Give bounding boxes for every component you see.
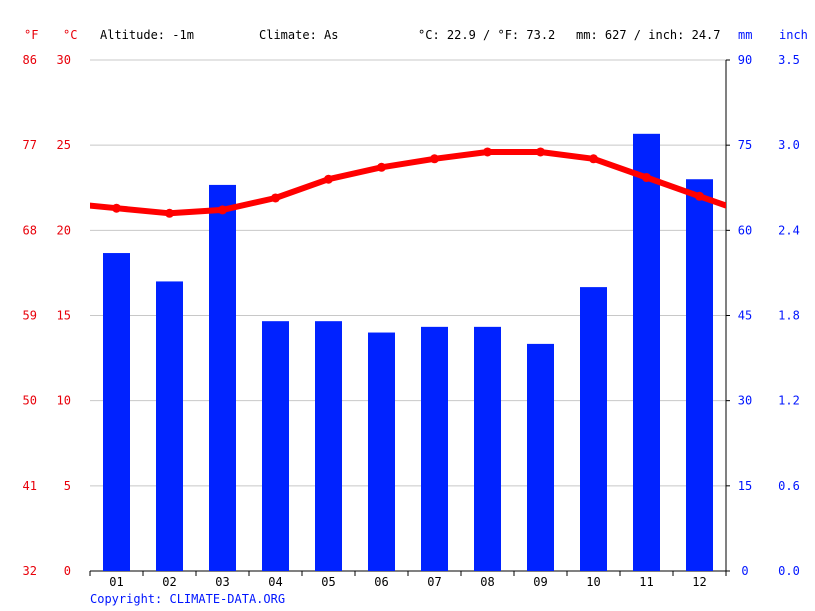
y-right-tick-label: 90 (738, 53, 752, 67)
x-tick-label: 07 (427, 575, 441, 589)
y-right-tick-label: 30 (738, 394, 752, 408)
temperature-summary: °C: 22.9 / °F: 73.2 (418, 28, 556, 42)
y-right-tick-label: 60 (738, 223, 752, 237)
inch-unit-label: inch (779, 28, 808, 42)
y-right-inch-tick-label: 0.6 (778, 479, 800, 493)
x-tick-label: 05 (321, 575, 335, 589)
temperature-point (430, 154, 439, 164)
precipitation-bar (686, 179, 713, 571)
y-right-tick-label: 75 (738, 138, 752, 152)
y-left-tick-label: 15 (57, 309, 71, 323)
y-left-f-tick-label: 59 (23, 309, 37, 323)
x-tick-label: 06 (374, 575, 388, 589)
y-left-f-tick-label: 32 (23, 564, 37, 578)
y-right-tick-label: 15 (738, 479, 752, 493)
precipitation-bar (474, 326, 501, 571)
precipitation-bar (421, 326, 448, 571)
climate-label: Climate: As (259, 28, 339, 42)
x-tick-label: 09 (533, 575, 547, 589)
y-left-f-tick-label: 77 (23, 138, 37, 152)
precipitation-bar (103, 253, 130, 572)
y-left-f-tick-label: 41 (23, 479, 37, 493)
x-tick-label: 01 (109, 575, 123, 589)
y-right-tick-label: 0 (741, 564, 748, 578)
precipitation-bar (209, 184, 236, 571)
y-right-inch-tick-label: 1.8 (778, 309, 800, 323)
temperature-line (90, 149, 726, 217)
x-tick-label: 11 (639, 575, 653, 589)
y-right-tick-label: 45 (738, 309, 752, 323)
precipitation-summary: mm: 627 / inch: 24.7 (576, 28, 721, 42)
precipitation-bar (156, 281, 183, 571)
temperature-point (483, 147, 492, 157)
precipitation-bar (368, 332, 395, 571)
temperature-point (165, 208, 174, 218)
temperature-point (324, 174, 333, 184)
y-right-inch-tick-label: 3.0 (778, 138, 800, 152)
y-right-inch-tick-label: 2.4 (778, 223, 800, 237)
precipitation-bar (262, 321, 289, 571)
x-tick-label: 10 (586, 575, 600, 589)
y-left-tick-label: 10 (57, 394, 71, 408)
x-tick-label: 08 (480, 575, 494, 589)
temperature-point (589, 154, 598, 164)
precipitation-bar (527, 343, 554, 571)
y-left-f-tick-label: 50 (23, 394, 37, 408)
x-tick-label: 12 (692, 575, 706, 589)
celsius-unit-label: °C (63, 28, 78, 42)
temperature-point (112, 203, 121, 213)
x-tick-label: 04 (268, 575, 282, 589)
altitude-label: Altitude: -1m (100, 28, 194, 42)
x-tick-label: 02 (162, 575, 176, 589)
precipitation-bar (315, 321, 342, 571)
y-left-tick-label: 5 (64, 479, 71, 493)
y-left-tick-label: 30 (57, 53, 71, 67)
temperature-point (695, 191, 704, 201)
y-left-f-tick-label: 68 (23, 223, 37, 237)
fahrenheit-unit-label: °F (24, 28, 39, 42)
y-left-tick-label: 0 (64, 564, 71, 578)
y-left-f-tick-label: 86 (23, 53, 37, 67)
precipitation-bar (580, 287, 607, 571)
copyright-link[interactable]: Copyright: CLIMATE-DATA.ORG (90, 592, 286, 606)
temperature-point (642, 173, 651, 183)
temperature-point (536, 147, 545, 157)
y-right-inch-tick-label: 0.0 (778, 564, 800, 578)
precipitation-bar (633, 133, 660, 572)
y-right-inch-tick-label: 3.5 (778, 53, 800, 67)
temperature-point (271, 193, 280, 203)
y-left-tick-label: 20 (57, 223, 71, 237)
temperature-point (218, 205, 227, 215)
y-right-inch-tick-label: 1.2 (778, 394, 800, 408)
mm-unit-label: mm (738, 28, 753, 42)
y-left-tick-label: 25 (57, 138, 71, 152)
x-tick-label: 03 (215, 575, 229, 589)
temperature-point (377, 162, 386, 172)
